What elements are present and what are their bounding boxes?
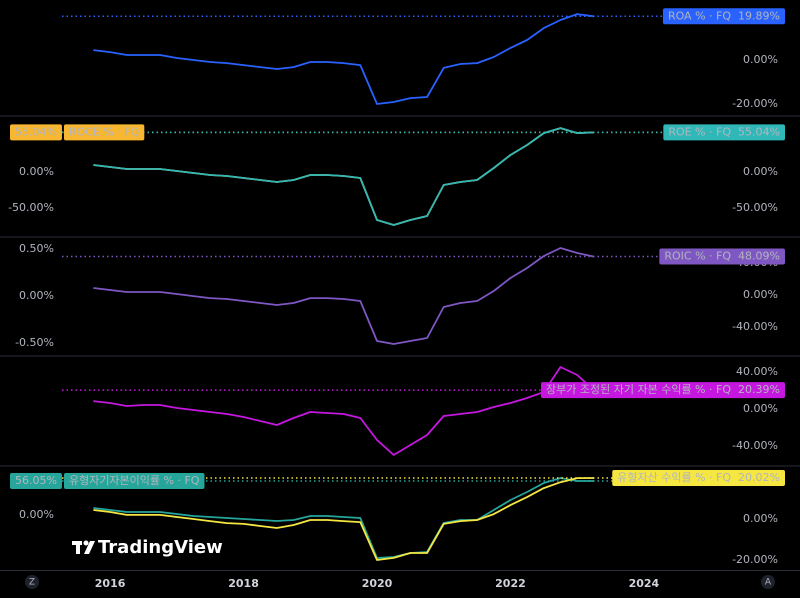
series-name-box	[662, 8, 736, 25]
series-tag: ROCE % · FQ 55.04%	[10, 124, 145, 141]
series-line	[93, 477, 594, 561]
y-tick-label: 40.00%	[736, 365, 778, 378]
last-value-label: 56.05%	[15, 474, 57, 487]
series-name: ROA % · FQ	[668, 9, 731, 22]
y-tick-label: -40.00%	[732, 320, 778, 333]
last-value-box	[733, 382, 785, 399]
y2-tick-label: 0.00%	[19, 508, 54, 521]
series-tag: 장부가 조정된 자기 자본 수익률 % · FQ 20.39%	[541, 382, 785, 399]
last-value-label: 20.39%	[738, 383, 780, 396]
series-name: ROCE % · FQ	[69, 125, 140, 138]
last-value-label: 55.04%	[15, 125, 57, 138]
series-tag: ROA % · FQ 19.89%	[662, 8, 785, 25]
last-value-box	[733, 124, 785, 141]
last-value-box	[10, 124, 62, 141]
y-tick-label: 0.00%	[743, 288, 778, 301]
series-name: 유형자기자본이익률 % · FQ	[69, 474, 200, 487]
y-tick-label: -50.00%	[732, 201, 778, 214]
series-line	[93, 127, 594, 226]
series-line	[93, 13, 595, 105]
series-name-box	[612, 470, 736, 487]
series-name: 장부가 조정된 자기 자본 수익률 % · FQ	[546, 383, 731, 396]
corner-button[interactable]	[25, 575, 39, 589]
series-tag: 유형자산 수익률 % · FQ 20.02%	[612, 470, 785, 487]
series-tag: ROIC % · FQ 48.09%	[659, 248, 785, 265]
x-tick-label: 2018	[228, 577, 259, 590]
series-line	[93, 477, 594, 559]
y-tick-label: 0.00%	[743, 53, 778, 66]
y-tick-label: 0.00%	[743, 402, 778, 415]
y-tick-label: -40.00%	[732, 439, 778, 452]
last-value-box	[733, 248, 785, 265]
series-line	[93, 247, 595, 345]
separators	[0, 115, 800, 571]
series-name-box	[63, 472, 205, 489]
last-value-box	[733, 8, 785, 25]
x-tick-label: 2022	[495, 577, 526, 590]
series-tag: ROE % · FQ 55.04%	[663, 124, 785, 141]
series-name: ROE % · FQ	[668, 125, 731, 138]
series-name-box	[663, 124, 736, 141]
series-tag: 유형자기자본이익률 % · FQ 56.05%	[10, 472, 205, 489]
y-tick-label: 0.00%	[743, 512, 778, 525]
series-line	[93, 366, 595, 456]
last-value-label: 19.89%	[738, 9, 780, 22]
last-value-label: 20.02%	[738, 471, 780, 484]
y2-tick-label: 0.00%	[19, 289, 54, 302]
y-tick-label: -20.00%	[732, 553, 778, 566]
corner-button[interactable]	[761, 575, 775, 589]
last-value-box	[10, 472, 62, 489]
series-name-box	[659, 248, 736, 265]
series-name: 유형자산 수익률 % · FQ	[617, 471, 731, 484]
x-tick-label: 2024	[629, 577, 660, 590]
x-tick-label: 2016	[95, 577, 126, 590]
last-value-box	[733, 470, 785, 487]
y-tick-label: -20.00%	[732, 97, 778, 110]
last-value-label: 55.04%	[738, 125, 780, 138]
y-tick-label: 0.00%	[743, 165, 778, 178]
y2-tick-label: 0.00%	[19, 165, 54, 178]
watermark: TradingView	[98, 537, 223, 558]
corner-label[interactable]: Z	[29, 578, 35, 588]
y2-tick-label: -0.50%	[15, 336, 54, 349]
corner-label[interactable]: A	[765, 578, 772, 588]
series-name-box	[541, 382, 736, 399]
y2-tick-label: 0.50%	[19, 242, 54, 255]
logo	[72, 540, 95, 554]
series-name-box	[63, 124, 145, 141]
y2-tick-label: -50.00%	[8, 201, 54, 214]
last-value-label: 48.09%	[738, 250, 780, 263]
x-tick-label: 2020	[362, 577, 393, 590]
series-name: ROIC % · FQ	[664, 250, 731, 263]
